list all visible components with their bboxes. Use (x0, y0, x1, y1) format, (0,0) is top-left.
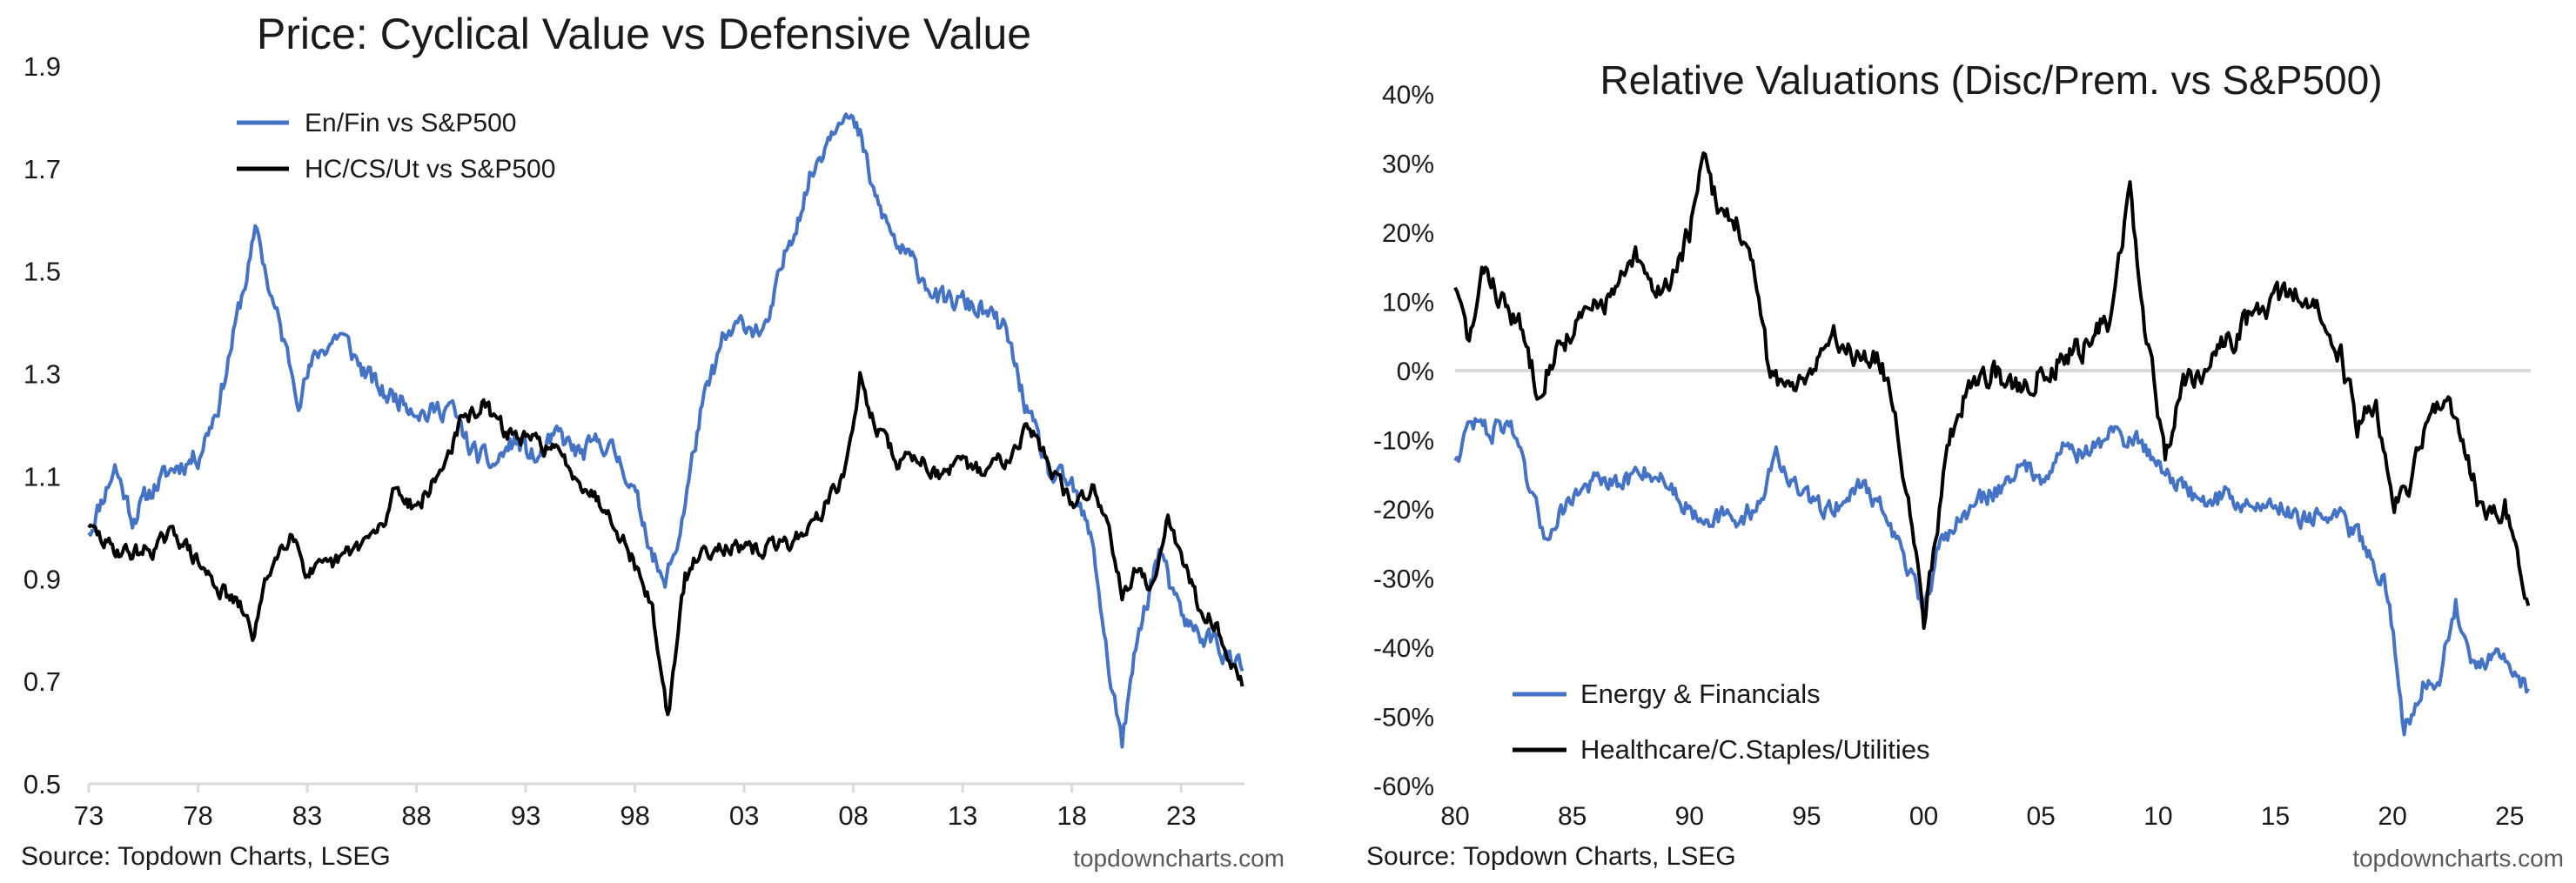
y-tick-label: 0.5 (23, 769, 61, 799)
chart-left-source: Source: Topdown Charts, LSEG (21, 842, 391, 871)
y-tick-label: 20% (1382, 219, 1434, 248)
x-tick-label: 85 (1558, 802, 1587, 831)
y-tick-label: 1.3 (23, 359, 61, 390)
y-tick-label: 0.9 (23, 564, 61, 594)
x-tick-label: 78 (183, 800, 212, 831)
y-tick-label: -20% (1373, 496, 1434, 525)
x-tick-label: 00 (1909, 802, 1938, 831)
legend-label-healthcare-staples-utilities: Healthcare/C.Staples/Utilities (1580, 734, 1929, 765)
x-tick-label: 05 (2027, 802, 2056, 831)
x-tick-label: 10 (2143, 802, 2172, 831)
legend-label-energy-financials: Energy & Financials (1580, 679, 1821, 709)
series-line-energy-financials (1453, 417, 2531, 737)
series-line-en-fin (87, 112, 1244, 749)
chart-left: Price: Cyclical Value vs Defensive Value… (21, 10, 1285, 872)
chart-right-title: Relative Valuations (Disc/Prem. vs S&P50… (1600, 57, 2382, 103)
y-tick-label: 40% (1382, 81, 1434, 110)
chart-right-y-ticks: -60% -50% -40% -30% -20% -10% 0% 10% 20% 30% 40% (1373, 81, 1434, 801)
y-tick-label: -60% (1373, 773, 1434, 801)
x-tick-label: 80 (1440, 802, 1469, 831)
x-tick-label: 15 (2261, 802, 2290, 831)
y-tick-label: -10% (1373, 427, 1434, 456)
chart-left-legend: En/Fin vs S&P500 HC/CS/Ut vs S&P500 (237, 109, 555, 184)
chart-right-series (1453, 151, 2531, 737)
y-tick-label: -30% (1373, 565, 1434, 594)
x-tick-label: 23 (1166, 800, 1196, 831)
series-line-hc-cs-ut (87, 371, 1244, 717)
y-tick-label: -50% (1373, 704, 1434, 732)
chart-left-title: Price: Cyclical Value vs Defensive Value (257, 10, 1031, 58)
y-tick-label: 1.5 (23, 257, 61, 287)
y-tick-label: -40% (1373, 634, 1434, 663)
x-tick-label: 03 (729, 800, 759, 831)
x-tick-label: 25 (2495, 802, 2524, 831)
chart-right: Relative Valuations (Disc/Prem. vs S&P50… (1366, 57, 2564, 872)
y-tick-label: 30% (1382, 151, 1434, 179)
chart-left-watermark: topdowncharts.com (1073, 845, 1285, 872)
chart-right-source: Source: Topdown Charts, LSEG (1366, 842, 1736, 871)
chart-right-x-ticks: 80 85 90 95 00 05 10 15 20 25 (1440, 802, 2524, 831)
y-tick-label: 1.7 (23, 154, 61, 184)
x-tick-label: 88 (401, 800, 431, 831)
x-tick-label: 08 (838, 800, 868, 831)
x-tick-label: 83 (292, 800, 322, 831)
y-tick-label: 1.1 (23, 461, 61, 492)
chart-left-x-ticks: 73 78 83 88 93 98 03 08 13 18 23 (74, 784, 1196, 831)
x-tick-label: 73 (74, 800, 104, 831)
legend-label-hc-cs-ut: HC/CS/Ut vs S&P500 (305, 155, 555, 184)
y-tick-label: 0.7 (23, 666, 61, 697)
y-tick-label: 10% (1382, 289, 1434, 318)
x-tick-label: 20 (2378, 802, 2406, 831)
x-tick-label: 95 (1792, 802, 1821, 831)
x-tick-label: 98 (620, 800, 649, 831)
x-tick-label: 93 (511, 800, 540, 831)
x-tick-label: 18 (1057, 800, 1086, 831)
y-tick-label: 1.9 (23, 51, 61, 82)
x-tick-label: 13 (948, 800, 977, 831)
y-tick-label: 0% (1397, 358, 1434, 386)
chart-left-series (87, 112, 1244, 749)
x-tick-label: 90 (1675, 802, 1704, 831)
series-line-healthcare-staples-utilities (1453, 151, 2531, 630)
chart-right-watermark: topdowncharts.com (2352, 845, 2564, 872)
legend-label-en-fin: En/Fin vs S&P500 (305, 109, 516, 137)
chart-left-y-ticks: 0.5 0.7 0.9 1.1 1.3 1.5 1.7 1.9 (23, 51, 61, 799)
chart-right-legend: Energy & Financials Healthcare/C.Staples… (1513, 679, 1929, 765)
